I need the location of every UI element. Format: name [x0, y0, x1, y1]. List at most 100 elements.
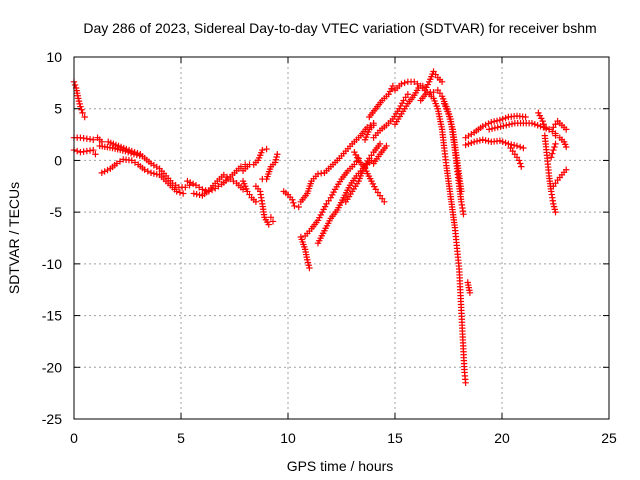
data-point-mark — [383, 142, 390, 150]
data-point-mark — [508, 141, 515, 148]
data-point-mark — [540, 121, 547, 128]
data-point-mark — [490, 118, 498, 125]
series-arc-20 — [351, 148, 388, 205]
series-arc-17 — [301, 155, 362, 240]
data-point-mark — [496, 116, 504, 124]
data-point-mark — [274, 151, 281, 158]
data-point-mark — [173, 188, 180, 195]
data-point-mark — [195, 184, 203, 191]
data-point-mark — [144, 168, 152, 175]
x-axis-title: GPS time / hours — [287, 458, 394, 474]
series-arc-13 — [267, 214, 277, 225]
data-point-mark — [291, 202, 298, 210]
y-tick-label: -20 — [42, 359, 62, 375]
data-point-mark — [552, 208, 559, 216]
x-tick-label: 15 — [387, 430, 403, 446]
data-point-mark — [179, 190, 187, 197]
data-point-mark — [531, 121, 539, 128]
series-arc-9 — [239, 177, 260, 205]
data-point-mark — [172, 182, 179, 189]
series-arc-5 — [98, 156, 187, 197]
data-point-mark — [541, 124, 548, 131]
data-point-mark — [273, 153, 280, 161]
data-point-mark — [497, 123, 504, 130]
series-arc-21 — [361, 122, 377, 143]
y-tick-label: -25 — [42, 411, 62, 427]
data-point-mark — [74, 147, 81, 155]
data-point-mark — [468, 139, 475, 147]
data-point-mark — [528, 119, 536, 127]
x-tick-label: 20 — [494, 430, 510, 446]
data-point-mark — [493, 117, 501, 124]
series-arc-2 — [70, 134, 106, 146]
data-point-mark — [398, 99, 406, 107]
data-point-mark — [314, 217, 322, 224]
data-point-mark — [438, 78, 446, 86]
data-point-mark — [518, 163, 525, 170]
data-point-mark — [551, 206, 558, 213]
data-point-mark — [549, 150, 556, 157]
data-point-mark — [306, 264, 313, 272]
data-point-mark — [237, 163, 245, 170]
data-point-mark — [473, 137, 481, 145]
data-point-mark — [304, 256, 311, 263]
series-arc-11 — [252, 183, 272, 228]
series-arc-16 — [297, 233, 313, 272]
data-point-mark — [184, 177, 191, 185]
series-arc-15 — [297, 119, 377, 205]
data-point-mark — [482, 121, 489, 129]
series-arc-35 — [507, 144, 525, 170]
data-point-mark — [476, 137, 484, 144]
x-tick-label: 10 — [280, 430, 296, 446]
data-point-mark — [414, 80, 421, 88]
series-arc-30 — [441, 100, 465, 195]
data-point-mark — [482, 137, 489, 144]
data-point-mark — [488, 118, 495, 126]
data-point-mark — [502, 114, 509, 122]
data-point-mark — [76, 100, 83, 108]
data-point-mark — [404, 91, 412, 98]
data-point-mark — [538, 115, 545, 122]
data-point-mark — [386, 88, 394, 95]
data-point-mark — [466, 289, 474, 297]
data-point-mark — [316, 214, 323, 221]
series-arc-14 — [280, 188, 302, 211]
data-point-mark — [290, 199, 297, 207]
y-tick-label: -5 — [50, 204, 63, 220]
series-arc-25 — [391, 82, 427, 128]
data-point-mark — [462, 141, 469, 149]
data-point-mark — [368, 177, 375, 185]
data-point-mark — [295, 203, 302, 211]
series-arc-33 — [462, 136, 527, 152]
data-point-mark — [176, 189, 184, 196]
data-point-mark — [503, 122, 510, 129]
series-arc-12 — [259, 151, 281, 183]
data-point-mark — [98, 169, 106, 177]
data-point-mark — [516, 160, 524, 167]
data-point-mark — [78, 106, 85, 113]
series-arc-38 — [548, 140, 559, 161]
data-point-mark — [81, 113, 88, 121]
x-tick-label: 0 — [70, 430, 78, 446]
series-arc-8 — [190, 171, 247, 199]
data-point-mark — [510, 142, 518, 149]
data-point-mark — [499, 138, 506, 146]
series-arc-32 — [462, 112, 529, 141]
data-point-mark — [150, 170, 158, 177]
data-point-mark — [71, 81, 79, 89]
data-point-mark — [396, 105, 403, 112]
data-point-mark — [90, 146, 97, 154]
data-point-mark — [423, 84, 430, 91]
data-point-mark — [92, 151, 99, 158]
grid-lines — [74, 57, 609, 419]
data-point-mark — [522, 113, 529, 121]
data-point-mark — [317, 211, 325, 219]
data-point-mark — [470, 138, 478, 146]
data-point-mark — [319, 208, 326, 216]
data-point-mark — [485, 120, 492, 127]
data-point-mark — [353, 154, 361, 161]
data-point-mark — [537, 123, 544, 130]
data-point-mark — [271, 159, 279, 166]
data-point-mark — [520, 144, 527, 152]
